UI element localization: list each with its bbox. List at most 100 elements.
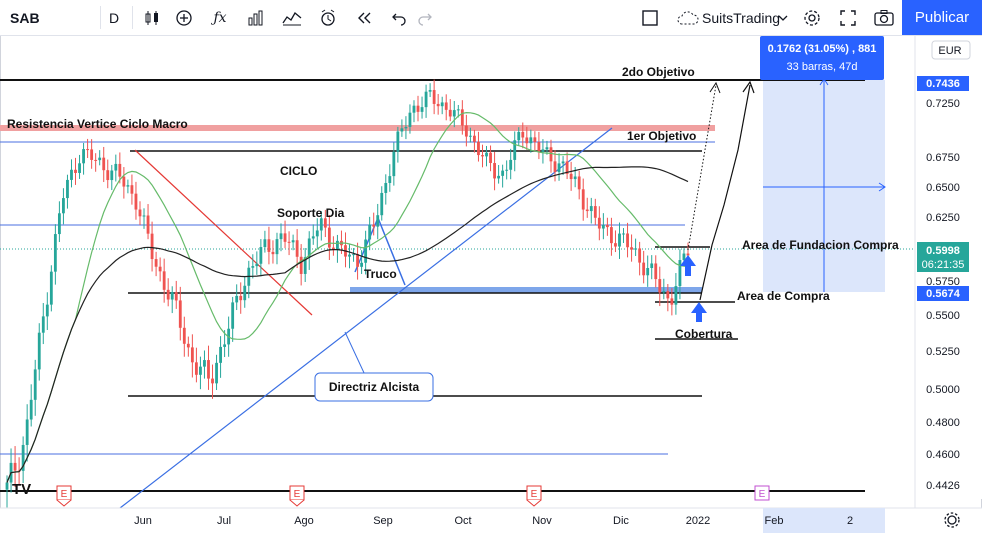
candle-body [259,247,263,264]
buy-zone-band [350,287,702,293]
candle-body [521,131,525,138]
trick-label: Truco [364,267,397,281]
undo-icon[interactable] [386,0,410,35]
candle-body [537,142,541,153]
candles-icon[interactable] [140,0,164,35]
candle-body [315,230,319,237]
candle-body [130,185,134,194]
time-tick-label: Ago [294,515,314,527]
event-marker[interactable]: E [754,485,770,501]
candle-body [380,192,384,216]
candle-body [424,91,428,108]
square-icon[interactable] [638,0,662,35]
hedge-label: Cobertura [675,327,733,341]
candle-body [509,159,513,170]
indicators-icon[interactable] [280,0,304,35]
top-toolbar: SAB D ƒx SuitsTrading Publicar [0,0,982,36]
candle-body [420,107,424,112]
price-tick-label: 0.6750 [926,152,960,164]
candle-body [614,243,617,247]
candle-body [622,233,625,235]
bull-guideline-callout [314,372,434,402]
currency-label: EUR [938,45,961,57]
candle-body [610,227,613,244]
candle-body [53,234,57,272]
alert-clock-icon[interactable] [316,0,340,35]
price-chart[interactable]: 0.1762 (31.05%) , 881 33 barras, 47d Res… [0,36,982,535]
currency-button[interactable] [931,40,971,60]
candle-body [444,102,448,110]
candle-body [21,444,25,471]
candle-body [223,344,227,347]
toolbar-divider [132,6,133,29]
candle-body [549,147,553,162]
funding-area-label: Area de Fundacion Compra [742,238,899,252]
candle-body [585,209,589,212]
candle-body [98,157,102,161]
event-marker[interactable]: E [289,485,305,507]
candle-body [279,233,283,240]
candle-body [311,236,315,239]
candle-body [162,271,166,290]
candle-body [142,215,146,217]
candle-body [303,257,307,274]
candle-body [255,263,259,267]
time-axis-highlight [763,508,885,533]
chevron-down-icon[interactable] [776,0,790,35]
measure-tool: 0.1762 (31.05%) , 881 33 barras, 47d [760,36,886,292]
candle-body [263,239,267,248]
candle-body [646,268,650,276]
candle-body [215,362,218,384]
resistance-label: Resistencia Vertice Ciclo Macro [7,117,188,131]
tradingview-logo-icon: TV [12,481,31,498]
fx-icon[interactable]: ƒx [213,9,227,26]
candle-body [481,155,484,157]
projection-solid-path [699,84,751,301]
layout-name-button[interactable]: SuitsTrading [702,9,781,26]
candle-body [404,126,408,129]
cloud-icon[interactable] [676,0,700,35]
camera-icon[interactable] [872,0,896,35]
measure-line2: 33 barras, 47d [787,61,858,73]
candle-body [94,159,98,161]
settings-icon[interactable] [800,0,824,35]
price-tick-label: 0.6250 [926,212,960,224]
interval-button[interactable]: D [108,9,120,26]
candle-body [360,262,364,267]
settings-gear-icon[interactable] [944,512,960,528]
candle-body [190,347,194,363]
replay-icon[interactable] [352,0,376,35]
candle-body [589,206,593,212]
bar-template-icon[interactable] [244,0,268,35]
redo-icon[interactable] [414,0,438,35]
candle-body [45,304,49,317]
candle-body [545,147,549,150]
candle-body [154,259,158,267]
event-marker[interactable]: E [526,485,542,507]
candle-body [74,169,77,173]
candle-body [493,163,496,179]
fullscreen-icon[interactable] [836,0,860,35]
candle-body [126,185,130,187]
candle-body [243,285,247,301]
target-1-label: 1er Objetivo [627,129,696,143]
price-tick-label: 0.4600 [926,449,960,461]
candle-body [432,90,436,104]
symbol-search-button[interactable]: SAB [10,9,40,26]
candle-body [138,209,142,217]
candle-body [601,224,605,229]
event-marker[interactable]: E [56,485,72,507]
svg-text:E: E [294,489,301,500]
candle-body [307,238,311,258]
candle-body [654,263,658,280]
bull-guideline-label: Directriz Alcista [329,380,420,394]
candle-body [33,369,37,400]
add-indicator-icon[interactable] [172,0,196,35]
candle-body [199,366,202,375]
publish-button[interactable]: Publicar [902,0,982,35]
candle-body [541,149,545,153]
candle-body [287,241,291,243]
candle-body [174,292,178,301]
candle-body [388,176,392,183]
candle-body [581,189,585,210]
